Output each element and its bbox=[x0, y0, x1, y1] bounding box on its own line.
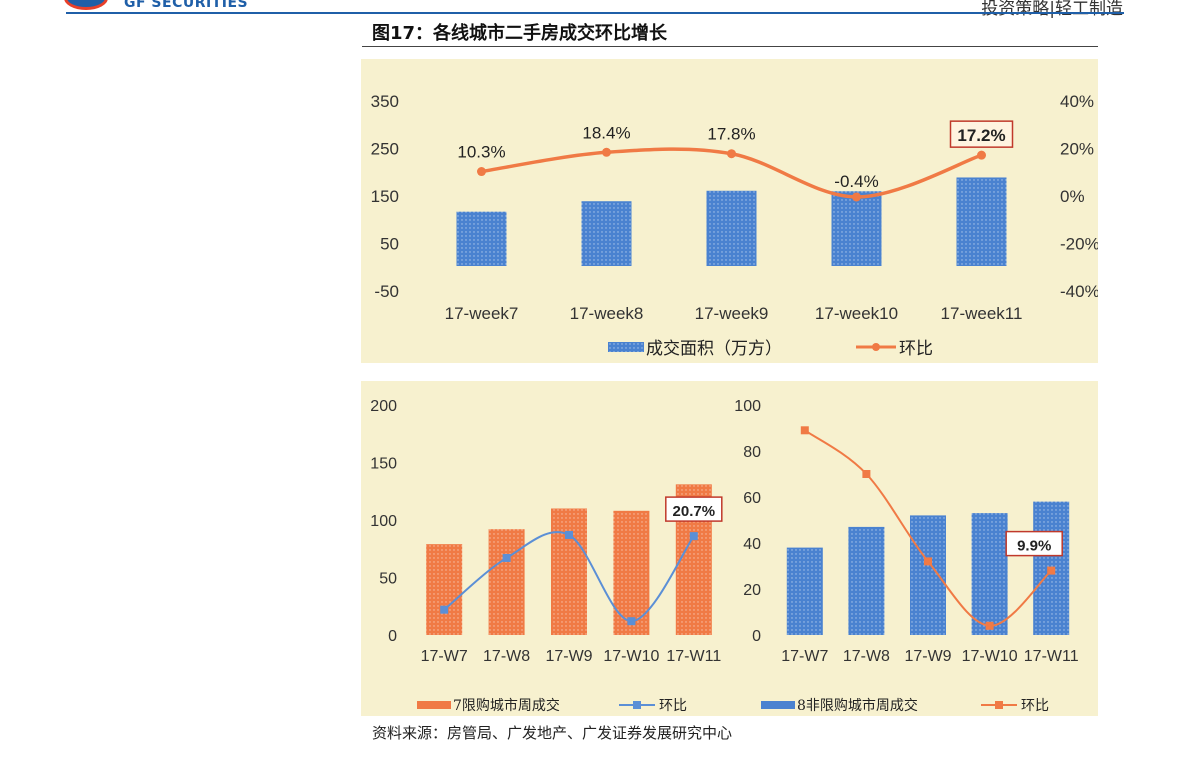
data-label: 10.3% bbox=[457, 143, 505, 162]
x-tick-label: 17-week7 bbox=[445, 304, 519, 323]
data-label: 17.2% bbox=[957, 126, 1005, 145]
x-tick-label: 17-W10 bbox=[962, 648, 1018, 665]
figure-title: 图17：各线城市二手房成交环比增长 bbox=[372, 23, 668, 44]
data-point bbox=[502, 553, 511, 562]
data-point bbox=[565, 530, 573, 539]
legend-label: 成交面积（万方） bbox=[646, 339, 782, 359]
x-tick-label: 17-W8 bbox=[483, 648, 530, 665]
y-tick-label: 0 bbox=[388, 628, 397, 645]
y-tick-label: 100 bbox=[370, 513, 397, 530]
data-label-callout bbox=[1005, 530, 1063, 557]
data-point bbox=[602, 147, 611, 157]
bottom-right-chart: 100 80 60 40 20 0 17-W7 17-W8 17-W9 17-W10 17-W11 9… bbox=[731, 381, 1098, 716]
legend-label: 环比 bbox=[659, 698, 687, 714]
data-label: 18.4% bbox=[582, 123, 630, 142]
x-tick-label: 17-W8 bbox=[843, 648, 890, 665]
y-left-tick-label: 350 bbox=[371, 92, 399, 111]
y-right-tick-label: -40% bbox=[1060, 282, 1098, 301]
logo-text: GF SECURITIES bbox=[124, 0, 249, 11]
data-label: 9.9% bbox=[1017, 538, 1051, 555]
top-chart: 350 250 150 50 -50 40% 20% 0% -20% -40% 17-week7 17… bbox=[361, 59, 1098, 363]
data-label-callout bbox=[949, 120, 1014, 148]
legend-label: 环比 bbox=[899, 339, 933, 359]
report-category: 投资策略|轻工制造 bbox=[981, 0, 1123, 19]
title-rule bbox=[362, 46, 1098, 47]
x-tick-label: 17-W11 bbox=[1024, 648, 1079, 665]
x-tick-label: 17-W10 bbox=[603, 648, 659, 665]
data-point bbox=[689, 532, 698, 541]
logo-emblem-icon bbox=[64, 0, 108, 10]
y-tick-label: 200 bbox=[370, 398, 397, 415]
data-point bbox=[852, 192, 861, 202]
y-tick-label: 150 bbox=[370, 456, 397, 473]
x-tick-label: 17-W7 bbox=[421, 648, 468, 665]
legend-swatch-bar bbox=[417, 701, 451, 709]
y-tick-label: 50 bbox=[379, 571, 397, 588]
bar bbox=[456, 211, 507, 266]
y-right-tick-label: 40% bbox=[1060, 92, 1094, 111]
x-tick-label: 17-week8 bbox=[570, 304, 644, 323]
bottom-left-chart: 200 150 100 50 0 17-W7 17-W8 17-W9 17-W10 17-W11 2… bbox=[361, 381, 731, 716]
bar bbox=[488, 529, 525, 635]
legend-swatch-bar bbox=[761, 701, 795, 709]
data-point bbox=[727, 149, 736, 159]
x-tick-label: 17-week10 bbox=[815, 304, 898, 323]
x-tick-label: 17-W11 bbox=[666, 648, 721, 665]
data-label: 20.7% bbox=[673, 503, 716, 520]
bar bbox=[956, 177, 1007, 266]
company-logo: GF SECURITIES bbox=[60, 0, 260, 12]
legend-label: 8非限购城市周成交 bbox=[797, 697, 918, 714]
bar bbox=[551, 508, 587, 635]
y-tick-label: 0 bbox=[752, 628, 761, 645]
data-point bbox=[627, 617, 636, 626]
y-right-tick-label: 0% bbox=[1060, 187, 1085, 206]
bar bbox=[581, 201, 632, 266]
legend-swatch-bar bbox=[608, 342, 644, 352]
bar bbox=[786, 547, 823, 635]
y-tick-label: 40 bbox=[743, 536, 761, 553]
series-line bbox=[443, 531, 695, 623]
data-point bbox=[985, 621, 994, 630]
y-left-tick-label: 250 bbox=[371, 140, 399, 159]
y-right-tick-label: -20% bbox=[1060, 235, 1098, 254]
data-point bbox=[862, 470, 871, 478]
legend-swatch-marker bbox=[633, 701, 641, 709]
y-tick-label: 60 bbox=[743, 490, 761, 507]
data-point bbox=[977, 150, 986, 160]
data-label: -0.4% bbox=[834, 172, 878, 191]
legend-label: 7限购城市周成交 bbox=[453, 697, 560, 714]
y-left-tick-label: 50 bbox=[380, 235, 399, 254]
bar bbox=[426, 544, 463, 635]
chart-background bbox=[361, 381, 731, 716]
y-tick-label: 100 bbox=[734, 398, 761, 415]
x-tick-label: 17-W9 bbox=[904, 648, 951, 665]
x-tick-label: 17-W9 bbox=[545, 648, 592, 665]
x-tick-label: 17-week11 bbox=[941, 304, 1023, 323]
legend-swatch-marker bbox=[995, 701, 1003, 709]
x-tick-label: 17-W7 bbox=[781, 648, 828, 665]
legend-swatch-marker bbox=[872, 343, 880, 351]
bar bbox=[910, 515, 946, 635]
y-tick-label: 20 bbox=[743, 582, 761, 599]
y-right-tick-label: 20% bbox=[1060, 140, 1094, 159]
bar bbox=[971, 513, 1008, 635]
bar bbox=[706, 190, 757, 266]
data-point bbox=[924, 557, 932, 566]
data-label: 17.8% bbox=[707, 125, 755, 144]
y-left-tick-label: 150 bbox=[371, 187, 399, 206]
data-point bbox=[800, 426, 809, 435]
y-tick-label: 80 bbox=[743, 444, 761, 461]
figure-source: 资料来源：房管局、广发地产、广发证券发展研究中心 bbox=[372, 724, 733, 742]
data-point bbox=[1047, 566, 1056, 575]
header-divider bbox=[66, 12, 1124, 14]
data-point bbox=[477, 167, 486, 177]
x-tick-label: 17-week9 bbox=[695, 304, 769, 323]
bar bbox=[848, 526, 885, 635]
data-label-callout bbox=[665, 496, 723, 522]
y-left-tick-label: -50 bbox=[374, 282, 399, 301]
data-point bbox=[440, 605, 449, 614]
bar bbox=[831, 191, 882, 266]
bar bbox=[613, 510, 650, 635]
legend-label: 环比 bbox=[1021, 698, 1049, 714]
